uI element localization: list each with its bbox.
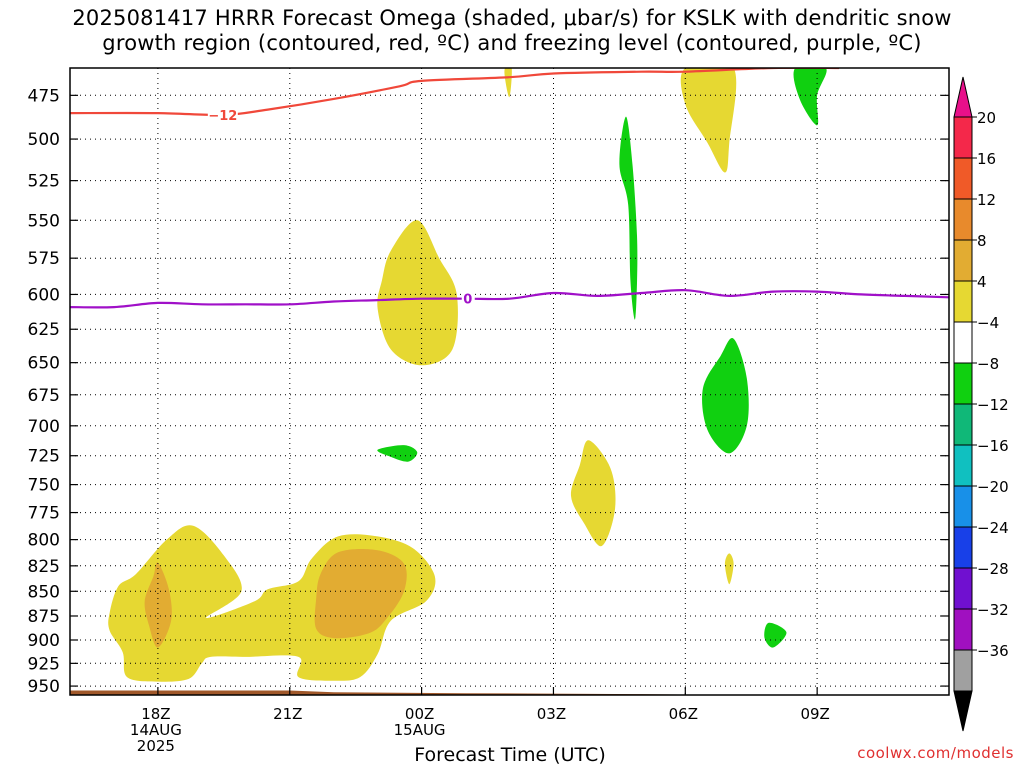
y-tick-label-925: 925 xyxy=(28,654,60,674)
y-tick-label-725: 725 xyxy=(28,447,60,467)
x-tick-label-18Z: 18Z xyxy=(141,705,170,723)
colorbar-swatch xyxy=(953,649,973,692)
omega-region-3 xyxy=(377,220,458,366)
contour-label-bg xyxy=(461,291,475,305)
colorbar-swatch xyxy=(953,280,973,323)
y-tick-label-475: 475 xyxy=(28,86,60,106)
x-tick-label-14AUG: 14AUG xyxy=(130,721,182,739)
y-tick-label-650: 650 xyxy=(28,354,60,374)
y-tick-label-875: 875 xyxy=(28,607,60,627)
y-tick-label-800: 800 xyxy=(28,531,60,551)
omega-region-6 xyxy=(680,68,737,173)
plot-frame xyxy=(69,67,950,696)
x-tick-label-06Z: 06Z xyxy=(669,705,698,723)
y-tick-label-950: 950 xyxy=(28,677,60,697)
colorbar-swatch xyxy=(953,608,973,651)
colorbar-swatch xyxy=(953,403,973,446)
y-tick-label-850: 850 xyxy=(28,582,60,602)
colorbar-label-20: 20 xyxy=(977,109,996,127)
x-axis-label: Forecast Time (UTC) xyxy=(414,744,606,766)
colorbar-swatch xyxy=(953,526,973,569)
omega-region-4 xyxy=(570,440,616,547)
omega-region-8 xyxy=(619,116,638,320)
y-tick-label-675: 675 xyxy=(28,386,60,406)
colorbar-label--32: −32 xyxy=(977,601,1009,619)
chart-title-line-2: growth region (contoured, red, ºC) and f… xyxy=(102,31,922,55)
y-tick-label-600: 600 xyxy=(28,285,60,305)
colorbar-swatch xyxy=(953,157,973,200)
colorbar-swatch xyxy=(953,444,973,487)
y-tick-label-550: 550 xyxy=(28,211,60,231)
colorbar-bottom-arrow xyxy=(953,690,973,732)
omega-region-2 xyxy=(314,548,407,639)
colorbar-label--4: −4 xyxy=(977,314,999,332)
colorbar-swatch xyxy=(953,362,973,405)
y-tick-label-700: 700 xyxy=(28,417,60,437)
colorbar-label--24: −24 xyxy=(977,519,1009,537)
y-tick-label-775: 775 xyxy=(28,504,60,524)
x-tick-label-09Z: 09Z xyxy=(800,705,829,723)
chart-title-line-1: 2025081417 HRRR Forecast Omega (shaded, … xyxy=(72,6,952,30)
colorbar-swatch xyxy=(953,239,973,282)
omega-region-10 xyxy=(793,68,827,126)
colorbar-label-12: 12 xyxy=(977,191,996,209)
contour-0 xyxy=(70,289,949,309)
y-tick-label-750: 750 xyxy=(28,476,60,496)
colorbar-label-4: 4 xyxy=(977,273,987,291)
colorbar-label--28: −28 xyxy=(977,560,1009,578)
colorbar-label--12: −12 xyxy=(977,396,1009,414)
omega-region-7 xyxy=(724,553,734,585)
x-tick-label-21Z: 21Z xyxy=(273,705,302,723)
x-tick-label-00Z: 00Z xyxy=(405,705,434,723)
omega-region-9 xyxy=(702,338,749,454)
y-tick-label-825: 825 xyxy=(28,557,60,577)
y-tick-label-900: 900 xyxy=(28,631,60,651)
colorbar-label--16: −16 xyxy=(977,437,1009,455)
colorbar-label-8: 8 xyxy=(977,232,987,250)
x-tick-label-2025: 2025 xyxy=(137,737,175,755)
x-tick-label-15AUG: 15AUG xyxy=(394,721,446,739)
omega-shading-layer xyxy=(108,68,827,682)
omega-region-11 xyxy=(377,445,418,462)
omega-region-5 xyxy=(504,68,512,98)
chart-title: 2025081417 HRRR Forecast Omega (shaded, … xyxy=(0,6,1024,56)
colorbar-top-arrow xyxy=(953,76,973,118)
colorbar-swatch xyxy=(953,485,973,528)
x-tick-label-03Z: 03Z xyxy=(537,705,566,723)
colorbar-label--8: −8 xyxy=(977,355,999,373)
y-axis: 475 500 525 550 575 600 625 650 675 700 725 750 775 8… xyxy=(28,86,949,697)
colorbar-label--20: −20 xyxy=(977,478,1009,496)
y-tick-label-625: 625 xyxy=(28,320,60,340)
y-tick-label-575: 575 xyxy=(28,249,60,269)
y-tick-label-500: 500 xyxy=(28,130,60,150)
colorbar-label--36: −36 xyxy=(977,642,1009,660)
omega-region-12 xyxy=(764,622,787,648)
contour-layer: −12 0 xyxy=(70,68,949,309)
contour-label-minus12: −12 xyxy=(208,109,237,124)
colorbar-swatch xyxy=(953,321,973,364)
colorbar-swatch xyxy=(953,198,973,241)
y-tick-label-525: 525 xyxy=(28,172,60,192)
contour-label-bg xyxy=(207,107,238,121)
contour-label-zero: 0 xyxy=(463,293,472,308)
colorbar-swatch xyxy=(953,567,973,610)
colorbar-label-16: 16 xyxy=(977,150,996,168)
site-link[interactable]: coolwx.com/models xyxy=(857,744,1014,762)
colorbar-swatch xyxy=(953,116,973,159)
colorbar: 20 16 12 8 4 −4 −8 −12 −16 −20 −24 −28 −32 −36 xyxy=(953,76,1009,732)
omega-region-1 xyxy=(144,562,172,648)
